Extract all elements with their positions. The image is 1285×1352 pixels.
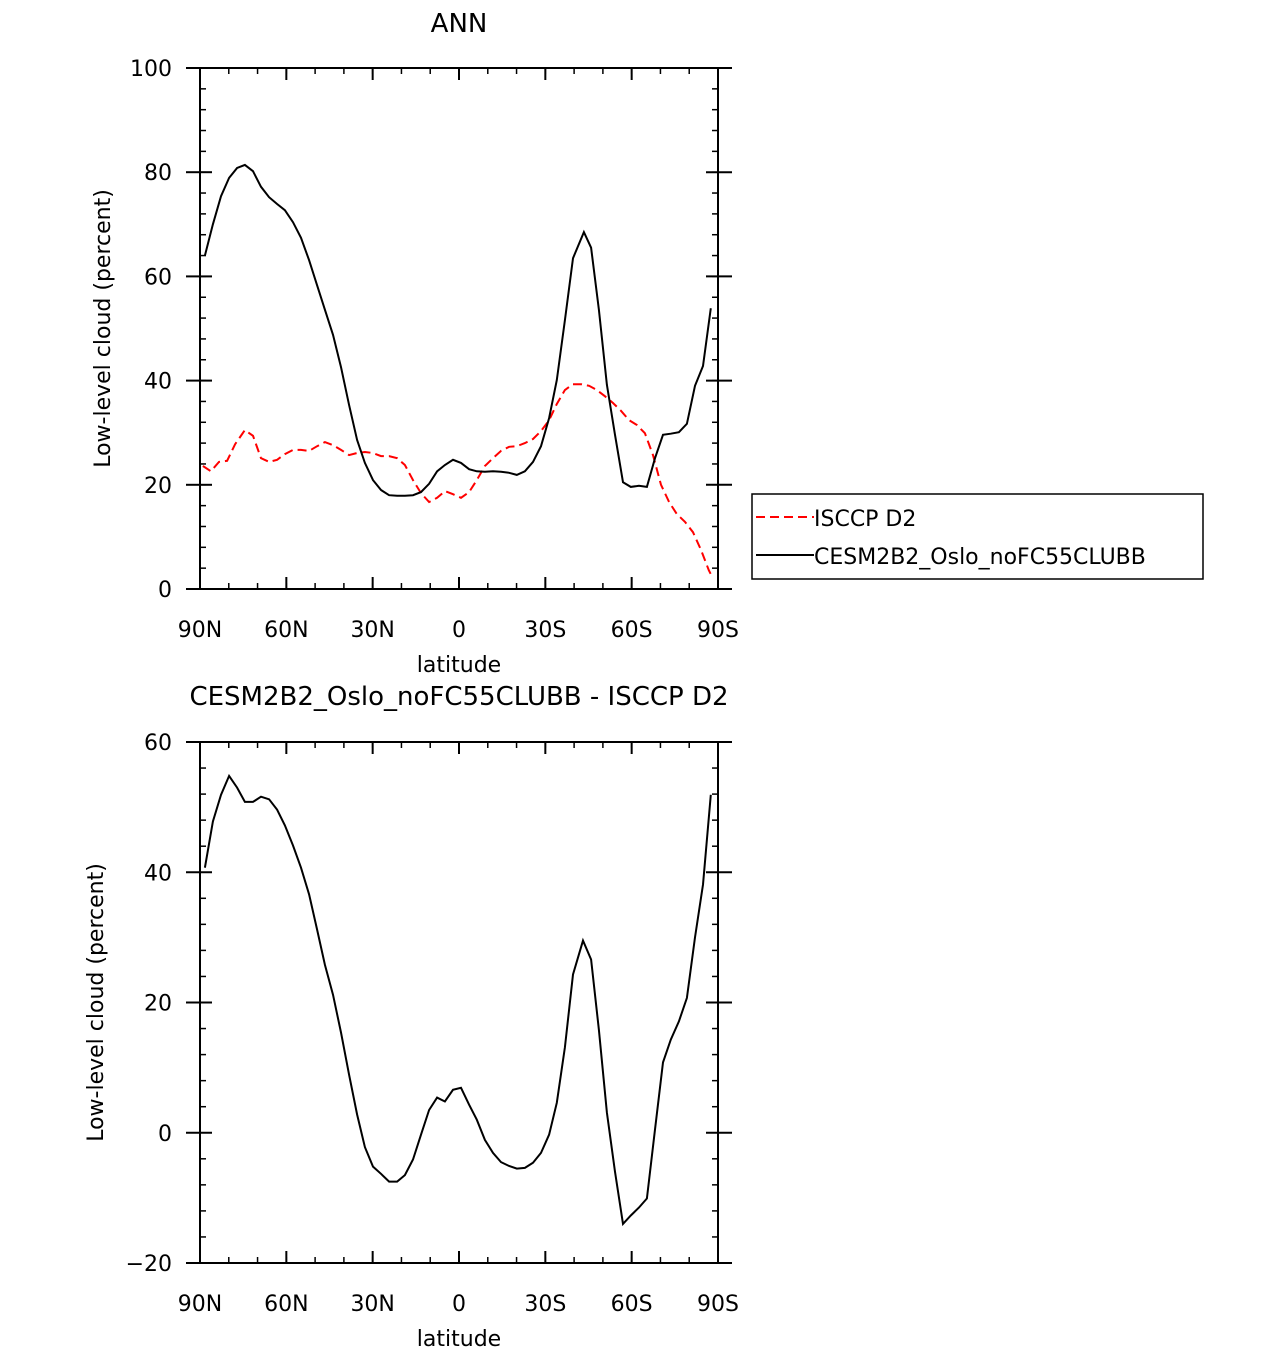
chart1-xtick-label: 90N [178, 618, 222, 643]
chart2-xtick-label: 60N [264, 1292, 308, 1317]
chart1-series-2-line [203, 163, 712, 497]
chart2-xtick-label: 30S [524, 1292, 566, 1317]
chart2-ytick-label: 60 [144, 731, 172, 756]
chart2-ytick-label: 20 [144, 992, 172, 1017]
chart2-ylabel: Low-level cloud (percent) [84, 863, 109, 1142]
chart2-xtick-label: 90S [697, 1292, 739, 1317]
chart2-xtick-label: 0 [452, 1292, 466, 1317]
chart1-title: ANN [431, 9, 488, 39]
chart2-xlabel: latitude [417, 1327, 501, 1352]
chart2-xtick-label: 60S [611, 1292, 653, 1317]
chart1-ytick-label: 80 [144, 161, 172, 186]
chart2-ytick-label: 0 [158, 1122, 172, 1147]
chart2-ytick-label: 40 [144, 861, 172, 886]
chart2-xtick-label: 30N [350, 1292, 394, 1317]
chart1-plot-frame [199, 67, 719, 590]
chart2-series-1-line [203, 773, 712, 1227]
chart1-ytick-label: 20 [144, 474, 172, 499]
chart1-xtick-label: 30N [350, 618, 394, 643]
chart1-ytick-label: 0 [158, 578, 172, 603]
chart1-ytick-label: 60 [144, 265, 172, 290]
chart1-ytick-label: 100 [130, 57, 172, 82]
chart1-xlabel: latitude [417, 653, 501, 678]
chart1-ylabel: Low-level cloud (percent) [91, 189, 116, 468]
legend-label-2: CESM2B2_Oslo_noFC55CLUBB [814, 545, 1146, 570]
legend-label-1: ISCCP D2 [814, 507, 916, 532]
chart2-ytick-label: −20 [126, 1252, 172, 1277]
chart2-xtick-label: 90N [178, 1292, 222, 1317]
chart1-xtick-label: 0 [452, 618, 466, 643]
legend-box [751, 493, 1204, 580]
chart1-xtick-label: 30S [524, 618, 566, 643]
chart1-ytick-label: 40 [144, 370, 172, 395]
chart1-xtick-label: 90S [697, 618, 739, 643]
chart1-xtick-label: 60S [611, 618, 653, 643]
chart2-plot-frame [199, 741, 719, 1264]
chart1-xtick-label: 60N [264, 618, 308, 643]
chart2-title: CESM2B2_Oslo_noFC55CLUBB - ISCCP D2 [189, 682, 728, 712]
chart1-series-1-line [202, 383, 714, 579]
